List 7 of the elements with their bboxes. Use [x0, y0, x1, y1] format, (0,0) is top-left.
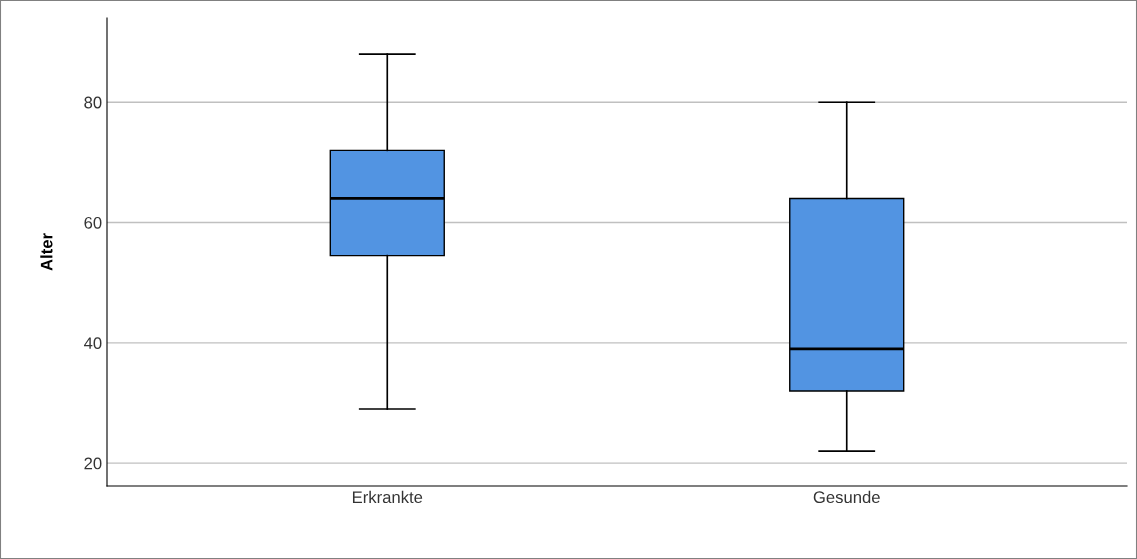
x-tick-label: Gesunde	[813, 490, 880, 504]
y-tick-label: 80	[84, 96, 102, 109]
y-tick-label: 20	[84, 457, 102, 470]
y-tick-label: 60	[84, 216, 102, 229]
x-tick-label: Erkrankte	[352, 490, 423, 504]
y-tick-label: 40	[83, 337, 102, 350]
y-axis-title: Alter	[40, 233, 53, 271]
